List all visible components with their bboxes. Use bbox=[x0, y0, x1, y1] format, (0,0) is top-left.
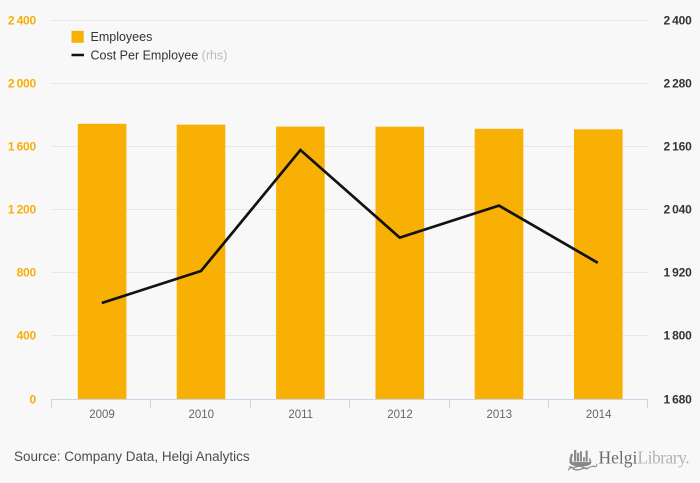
svg-text:0: 0 bbox=[30, 393, 37, 407]
svg-text:2010: 2010 bbox=[189, 409, 215, 421]
svg-text:2 000: 2 000 bbox=[8, 77, 37, 91]
svg-text:2012: 2012 bbox=[387, 409, 413, 421]
svg-text:2013: 2013 bbox=[487, 409, 513, 421]
svg-text:Cost Per Employee (rhs): Cost Per Employee (rhs) bbox=[91, 49, 228, 63]
svg-text:400: 400 bbox=[17, 329, 37, 343]
svg-text:2 400: 2 400 bbox=[8, 14, 37, 28]
svg-text:Employees: Employees bbox=[91, 30, 153, 44]
svg-text:1 200: 1 200 bbox=[8, 203, 37, 217]
svg-text:2011: 2011 bbox=[288, 409, 313, 421]
svg-text:Source: Company Data, Helgi An: Source: Company Data, Helgi Analytics bbox=[14, 449, 250, 464]
svg-text:2009: 2009 bbox=[89, 409, 115, 421]
svg-text:1 680: 1 680 bbox=[664, 393, 693, 407]
svg-text:1 800: 1 800 bbox=[664, 329, 693, 343]
svg-text:HelgiLibrary.: HelgiLibrary. bbox=[599, 447, 690, 467]
svg-text:2 160: 2 160 bbox=[664, 140, 693, 154]
svg-text:2014: 2014 bbox=[586, 409, 612, 421]
svg-text:2 040: 2 040 bbox=[664, 203, 693, 217]
svg-text:1 920: 1 920 bbox=[664, 266, 693, 280]
svg-text:1 600: 1 600 bbox=[8, 140, 37, 154]
svg-text:800: 800 bbox=[17, 266, 37, 280]
svg-text:2 400: 2 400 bbox=[664, 14, 693, 28]
svg-text:2 280: 2 280 bbox=[664, 77, 693, 91]
